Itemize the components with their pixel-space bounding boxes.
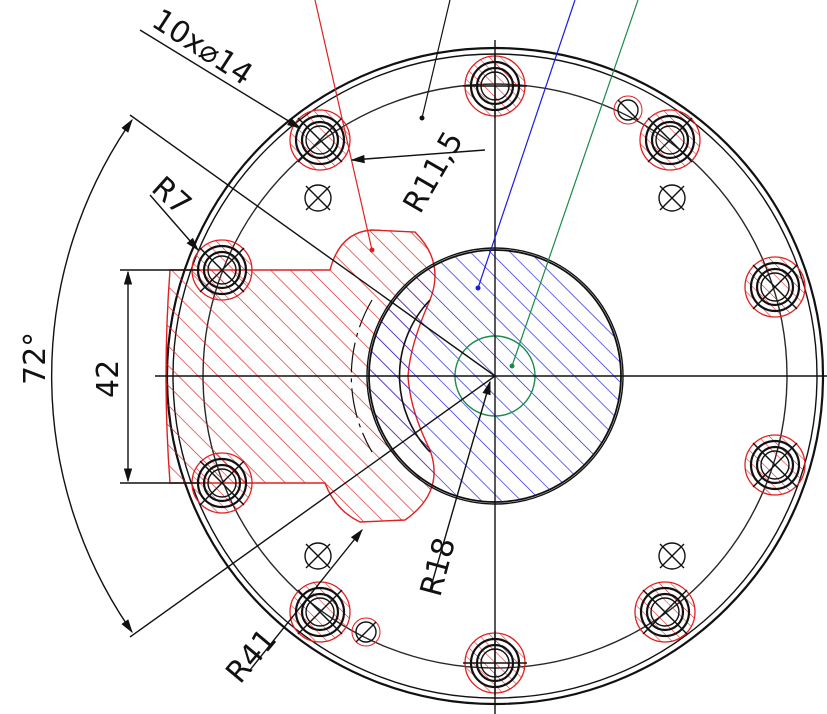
angle-label: 72° (18, 332, 53, 385)
bolt-hole (289, 109, 351, 171)
bolt-hole (634, 581, 696, 643)
bolt-hole (191, 239, 253, 301)
width-label: 42 (91, 360, 126, 398)
bolt-holes (191, 54, 806, 695)
bolt-hole (744, 434, 806, 496)
bolt-hole (191, 452, 253, 514)
dimension-lines (51, 29, 496, 671)
bolt-hole (639, 109, 701, 171)
r-outer-cut-label: R41 (219, 622, 284, 690)
small-holes (304, 95, 686, 647)
bolt-hole (744, 256, 806, 318)
center-lines (155, 40, 827, 714)
bolt-hole (463, 54, 527, 118)
r-bolt-label: R11,5 (397, 126, 471, 219)
hole-callout-label: 10x⌀14 (146, 2, 259, 92)
r-small-label: R7 (145, 170, 198, 223)
leader-lines (314, 0, 639, 369)
r-center-label: R18 (414, 534, 463, 600)
bolt-hole (289, 581, 351, 643)
bolt-hole (463, 631, 527, 695)
